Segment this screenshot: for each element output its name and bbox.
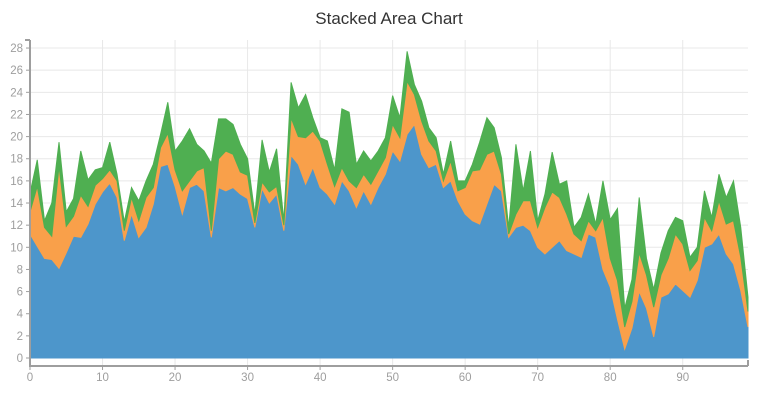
x-tick-label: 10	[96, 372, 109, 384]
x-tick-label: 70	[531, 372, 544, 384]
x-tick-label: 0	[27, 372, 33, 384]
y-tick-label: 0	[17, 353, 23, 365]
y-tick-label: 26	[10, 65, 23, 77]
y-tick-label: 18	[10, 154, 23, 166]
y-tick-label: 16	[10, 176, 23, 188]
x-tick-label: 20	[169, 372, 182, 384]
y-tick-label: 12	[10, 220, 23, 232]
y-tick-label: 14	[10, 198, 23, 210]
green-series-area	[29, 51, 749, 328]
y-tick-label: 22	[10, 109, 23, 121]
x-tick-label: 50	[386, 372, 399, 384]
y-tick-label: 24	[10, 87, 23, 99]
y-tick-label: 10	[10, 242, 23, 254]
x-tick-label: 40	[314, 372, 327, 384]
x-tick-label: 30	[241, 372, 254, 384]
y-tick-label: 4	[17, 309, 24, 321]
y-tick-label: 6	[17, 287, 23, 299]
y-tick-label: 20	[10, 132, 23, 144]
y-tick-label: 28	[10, 43, 23, 55]
y-tick-label: 2	[17, 331, 23, 343]
chart-title: Stacked Area Chart	[315, 9, 463, 28]
x-tick-label: 60	[459, 372, 472, 384]
x-tick-label: 80	[604, 372, 617, 384]
x-tick-label: 90	[676, 372, 689, 384]
y-tick-label: 8	[17, 264, 23, 276]
